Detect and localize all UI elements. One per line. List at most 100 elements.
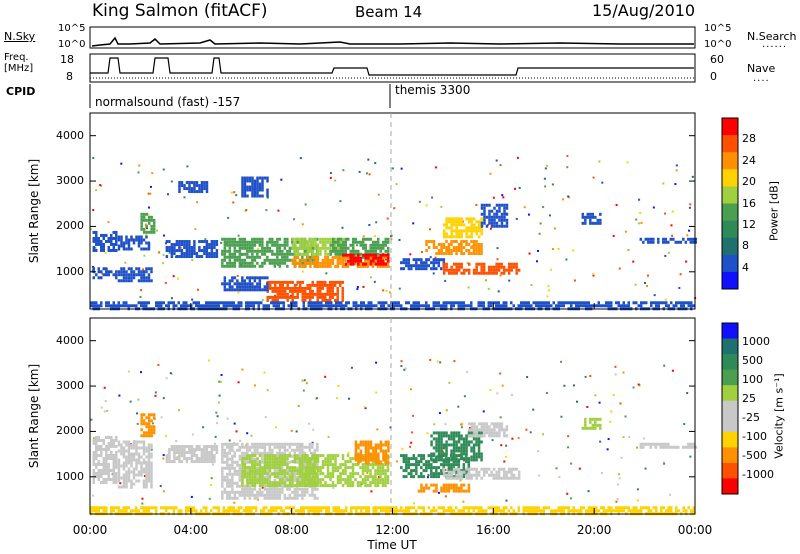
speck <box>393 207 396 210</box>
speck <box>138 164 141 167</box>
speck <box>612 234 615 237</box>
speck <box>370 490 373 493</box>
speck <box>679 273 682 276</box>
speck <box>501 194 504 197</box>
speck <box>395 460 398 463</box>
echo-region <box>639 442 698 449</box>
freq-label: Freq. <box>4 52 29 63</box>
speck <box>179 246 182 249</box>
speck <box>106 409 109 412</box>
speck <box>202 426 205 429</box>
speck <box>636 488 639 491</box>
speck <box>178 409 181 412</box>
speck <box>304 203 307 206</box>
speck <box>147 213 150 216</box>
speck <box>301 223 304 226</box>
colorbar-tick: -25 <box>742 411 760 424</box>
speck <box>671 234 674 237</box>
speck <box>92 266 95 269</box>
speck <box>592 176 595 179</box>
speck <box>497 290 500 293</box>
speck <box>127 370 130 373</box>
power-panel-frame <box>89 112 696 310</box>
speck <box>191 298 194 301</box>
speck <box>475 203 478 206</box>
speck <box>609 420 612 423</box>
speck <box>640 221 643 224</box>
speck <box>373 235 376 238</box>
speck <box>563 384 566 387</box>
speck <box>606 448 609 451</box>
speck <box>99 184 102 187</box>
speck <box>233 422 236 425</box>
colorbar-tick: 24 <box>742 153 756 167</box>
speck <box>120 162 123 165</box>
speck <box>177 277 180 280</box>
speck <box>124 261 127 264</box>
speck <box>617 483 620 486</box>
echo-region <box>178 181 209 194</box>
speck <box>432 272 435 275</box>
speck <box>653 294 656 297</box>
speck <box>536 260 539 263</box>
speck <box>616 498 619 501</box>
speck <box>166 193 169 196</box>
speck <box>196 288 199 291</box>
speck <box>154 391 157 394</box>
speck <box>555 467 558 470</box>
ytick-label: 2000 <box>56 219 84 233</box>
speck <box>144 223 147 226</box>
speck <box>312 428 315 431</box>
speck <box>529 431 532 434</box>
speck <box>157 363 160 366</box>
speck <box>215 411 218 414</box>
speck <box>375 391 378 394</box>
echo-region <box>342 253 390 266</box>
speck <box>427 474 430 477</box>
speck <box>374 162 377 165</box>
speck <box>375 221 378 224</box>
speck <box>566 166 569 169</box>
speck <box>337 384 340 387</box>
nave-tick-top: 60 <box>710 53 724 66</box>
colorbar-tick: -500 <box>742 449 767 462</box>
speck <box>137 171 140 174</box>
speck <box>436 360 439 363</box>
speck <box>290 429 293 432</box>
speck <box>539 222 542 225</box>
speck <box>689 455 692 458</box>
speck <box>505 455 508 458</box>
speck <box>592 274 595 277</box>
speck <box>250 434 253 437</box>
speck <box>646 284 649 287</box>
echo-region <box>117 235 151 251</box>
speck <box>162 168 165 171</box>
speck <box>237 291 240 294</box>
speck <box>277 209 280 212</box>
echo-region <box>92 435 118 484</box>
speck <box>528 252 531 255</box>
speck <box>94 246 97 249</box>
ytick-label: 4000 <box>56 128 84 142</box>
speck <box>356 288 359 291</box>
speck <box>560 415 563 418</box>
speck <box>373 280 376 283</box>
speck <box>155 229 158 232</box>
colorbar-frame <box>721 322 739 495</box>
speck <box>505 499 508 502</box>
speck <box>626 161 629 164</box>
speck <box>599 440 602 443</box>
speck <box>622 436 625 439</box>
speck <box>614 373 617 376</box>
speck <box>390 234 393 237</box>
nsky-tick-bottom: 10^0 <box>58 39 86 50</box>
speck <box>266 196 269 199</box>
speck <box>196 201 199 204</box>
speck <box>491 439 494 442</box>
speck <box>544 185 547 188</box>
speck <box>191 259 194 262</box>
speck <box>664 212 667 215</box>
speck <box>420 251 423 254</box>
speck <box>356 286 359 289</box>
